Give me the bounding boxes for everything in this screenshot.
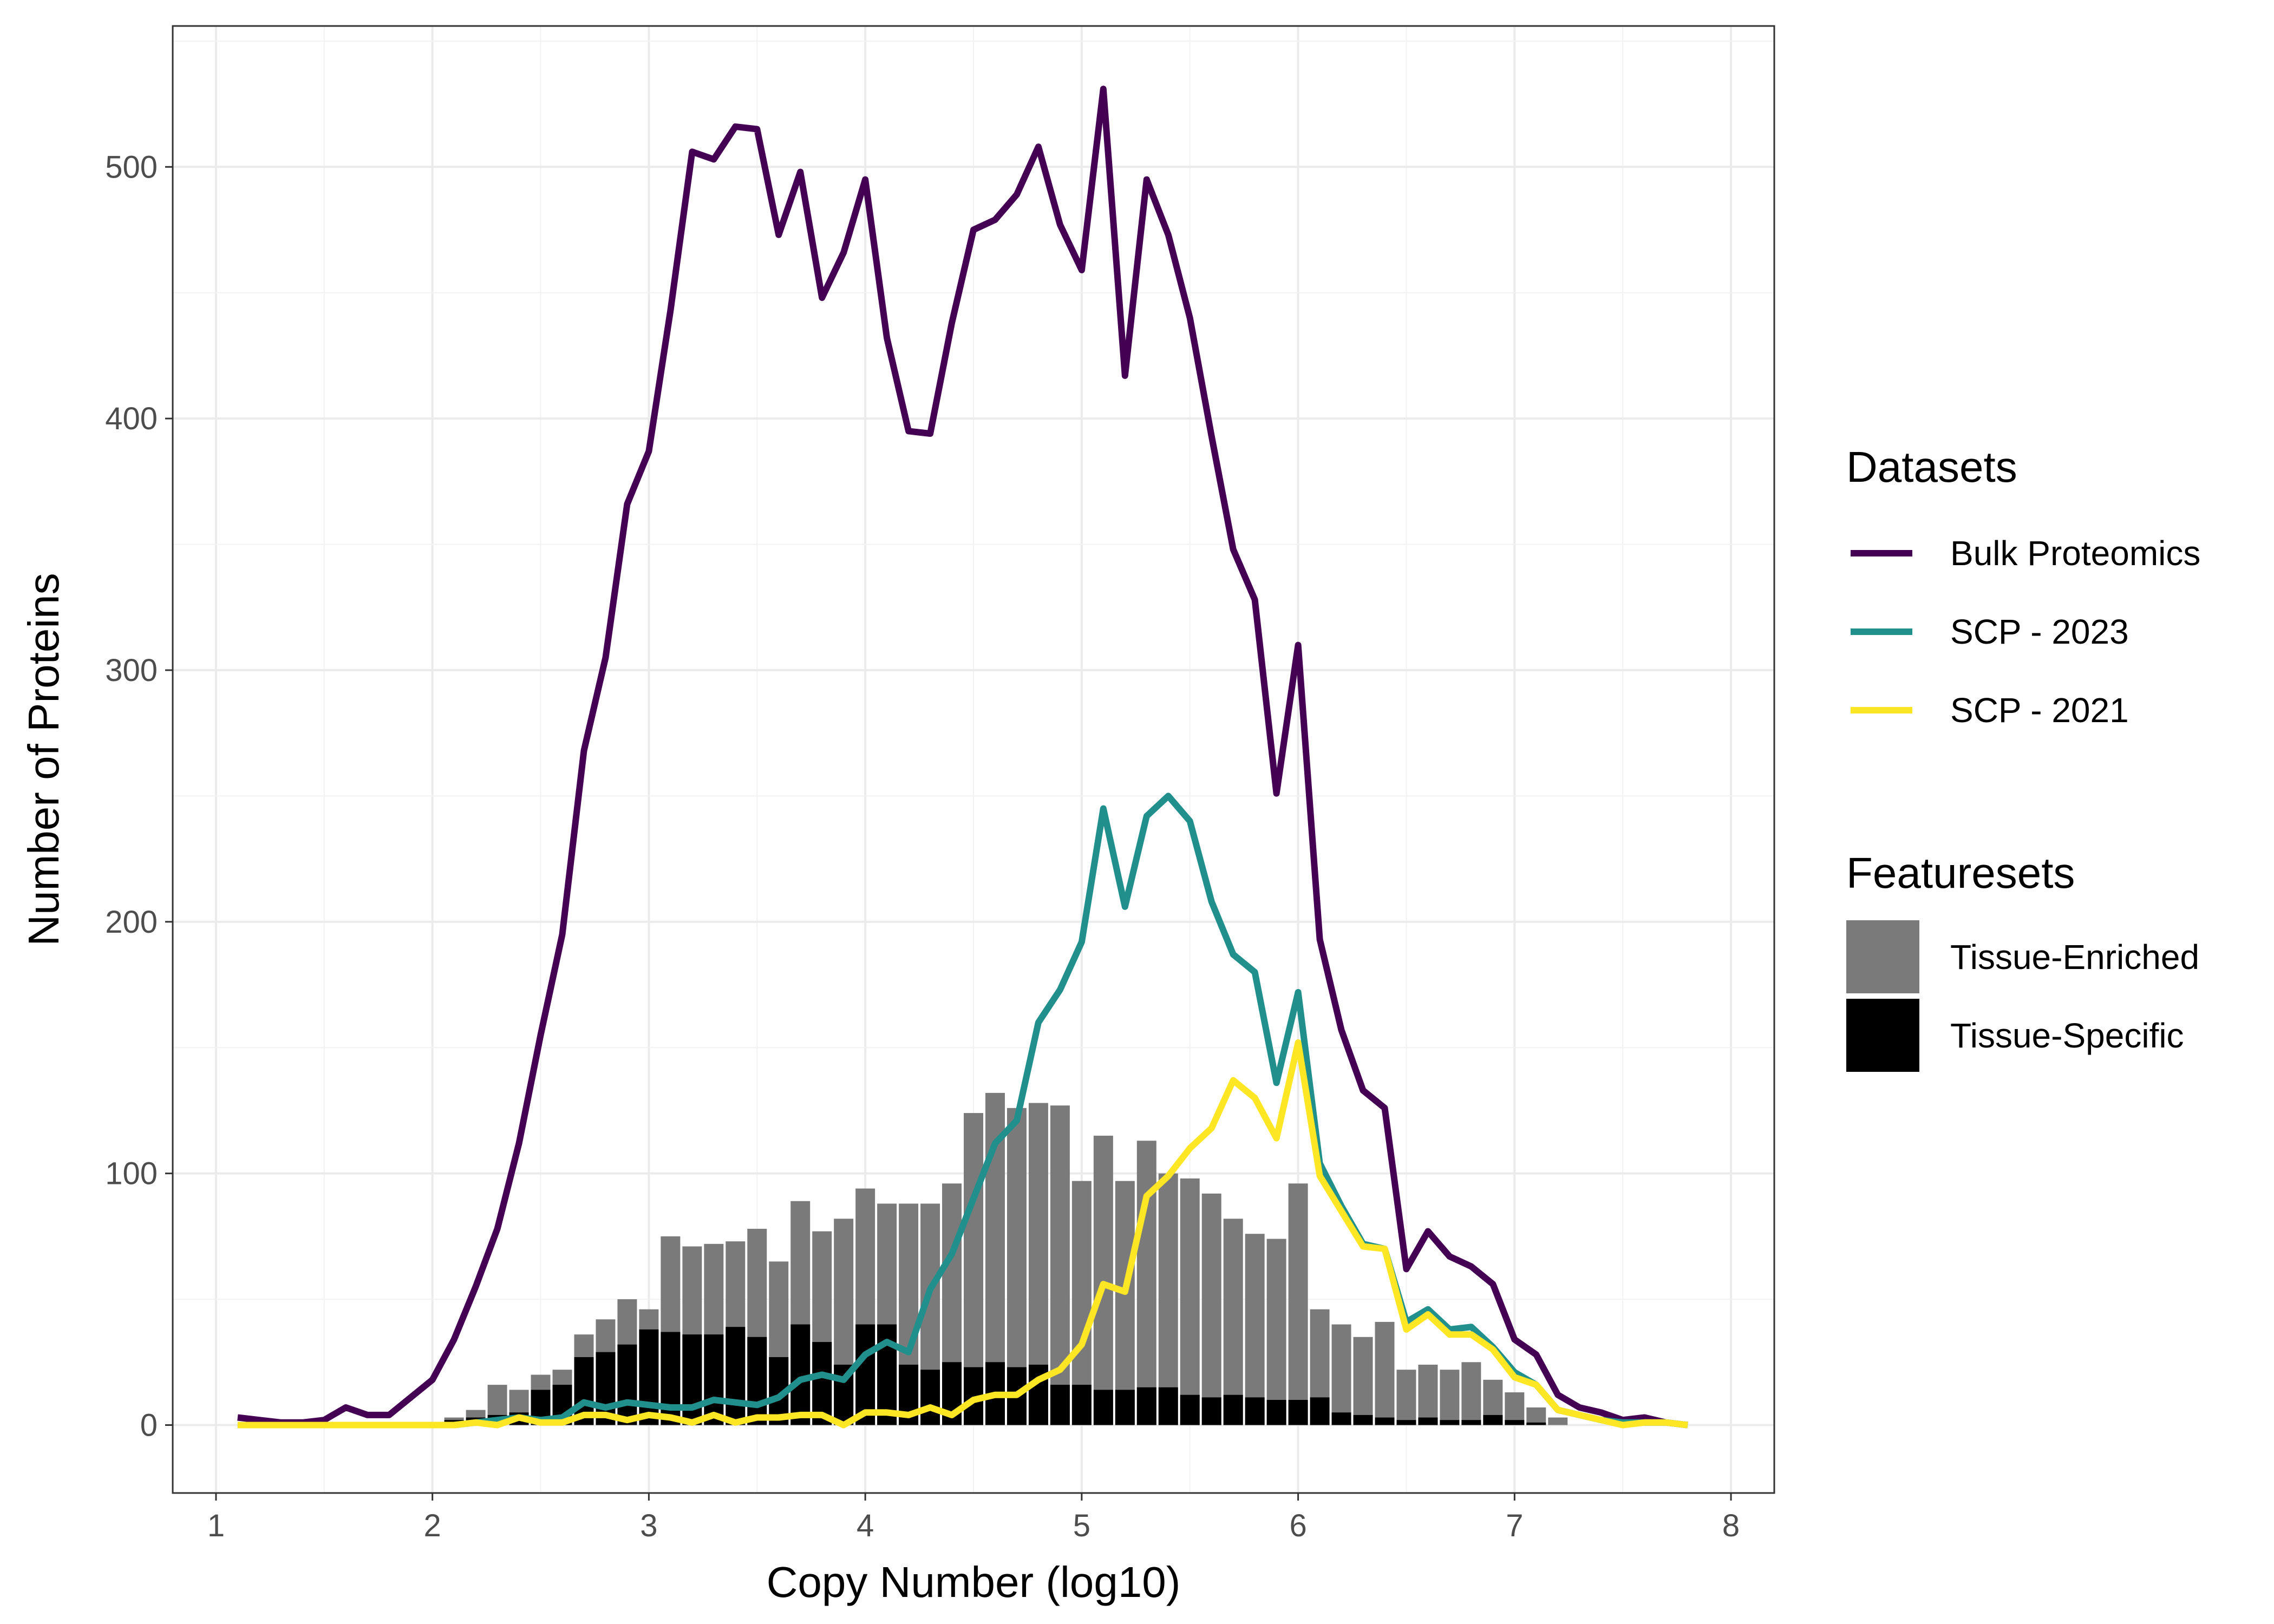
bar-tissue-enriched: [1331, 1324, 1351, 1425]
dataset-lines: [237, 86, 1688, 1429]
bar-tissue-specific: [812, 1342, 832, 1425]
x-tick-label: 4: [857, 1508, 874, 1543]
bar-tissue-specific: [1180, 1394, 1200, 1425]
legend-label: SCP - 2023: [1950, 612, 2129, 651]
legend-title-datasets: Datasets: [1846, 443, 2017, 491]
line-scp-2021: [237, 1039, 1688, 1429]
line-bulk-proteomics: [237, 86, 1688, 1429]
bar-tissue-enriched: [1440, 1370, 1460, 1425]
x-axis-title: Copy Number (log10): [767, 1558, 1181, 1606]
bar-tissue-enriched: [1223, 1219, 1243, 1425]
bar-tissue-specific: [682, 1334, 702, 1425]
bar-tissue-enriched: [1461, 1362, 1481, 1425]
bar-tissue-enriched: [1245, 1234, 1265, 1425]
bar-tissue-specific: [1093, 1390, 1113, 1425]
legend-label: Tissue-Specific: [1950, 1016, 2184, 1055]
x-axis: 1 2 3 4 5 6 7 8: [207, 1493, 1740, 1543]
y-tick-label: 100: [105, 1156, 158, 1191]
plot-border: [172, 25, 1775, 1494]
x-tick-label: 1: [207, 1508, 225, 1543]
bar-tissue-specific: [1266, 1400, 1286, 1425]
legend-label: SCP - 2021: [1950, 691, 2129, 730]
bar-tissue-specific: [704, 1334, 724, 1425]
bar-tissue-specific: [1050, 1385, 1070, 1425]
bar-tissue-specific: [639, 1329, 659, 1425]
bar-tissue-specific: [1461, 1420, 1481, 1425]
y-axis: 0 100 200 300 400 500: [105, 149, 173, 1443]
x-tick-label: 7: [1506, 1508, 1523, 1543]
y-tick-label: 400: [105, 401, 158, 436]
bar-tissue-specific: [1136, 1387, 1156, 1425]
x-tick-label: 6: [1289, 1508, 1306, 1543]
bar-tissue-enriched: [1526, 1407, 1546, 1425]
legend-label: Bulk Proteomics: [1950, 534, 2200, 573]
y-tick-label: 300: [105, 653, 158, 688]
y-tick-label: 500: [105, 149, 158, 185]
legend-key-box: [1846, 999, 1919, 1072]
bar-tissue-specific: [1223, 1394, 1243, 1425]
bar-tissue-enriched: [1136, 1141, 1156, 1425]
y-tick-label: 0: [140, 1407, 158, 1443]
bar-tissue-specific: [1418, 1417, 1438, 1425]
bar-tissue-enriched: [1050, 1105, 1070, 1425]
y-tick-label: 200: [105, 905, 158, 940]
x-tick-label: 3: [640, 1508, 657, 1543]
bar-tissue-specific: [1245, 1397, 1265, 1425]
legend-key-box: [1846, 920, 1919, 993]
x-tick-label: 2: [424, 1508, 441, 1543]
bar-tissue-enriched: [1201, 1193, 1221, 1425]
bar-tissue-enriched: [1093, 1135, 1113, 1425]
legend-bars: Tissue-Enriched Tissue-Specific: [1846, 920, 2199, 1072]
bar-tissue-specific: [1071, 1385, 1092, 1425]
bar-tissue-specific: [661, 1332, 681, 1425]
bar-tissue-enriched: [1505, 1392, 1525, 1425]
bar-tissue-specific: [1483, 1415, 1503, 1425]
bar-tissue-enriched: [1180, 1178, 1200, 1425]
bar-tissue-enriched: [1418, 1364, 1438, 1425]
bar-tissue-enriched: [1375, 1321, 1395, 1425]
bar-tissue-specific: [790, 1324, 811, 1425]
bar-tissue-enriched: [1115, 1181, 1135, 1425]
bar-tissue-enriched: [1353, 1337, 1373, 1425]
bar-tissue-specific: [1115, 1390, 1135, 1425]
x-tick-label: 5: [1073, 1508, 1090, 1543]
bar-tissue-enriched: [1548, 1417, 1568, 1425]
bar-tissue-specific: [855, 1324, 875, 1425]
y-axis-title: Number of Proteins: [19, 573, 68, 946]
bar-tissue-specific: [1440, 1420, 1460, 1425]
bar-tissue-enriched: [1266, 1239, 1286, 1425]
bar-tissue-specific: [1331, 1412, 1351, 1425]
bar-tissue-specific: [1505, 1420, 1525, 1425]
bar-tissue-specific: [1526, 1422, 1546, 1425]
bar-tissue-specific: [1310, 1397, 1330, 1425]
bar-tissue-specific: [617, 1344, 637, 1425]
bar-tissue-enriched: [1288, 1183, 1308, 1425]
bar-tissue-specific: [1158, 1387, 1178, 1425]
x-tick-label: 8: [1722, 1508, 1740, 1543]
bar-tissue-specific: [1375, 1417, 1395, 1425]
bar-tissue-specific: [747, 1337, 767, 1425]
legend: Datasets Bulk Proteomics SCP - 2023 SCP - …: [1846, 443, 2200, 1072]
legend-label: Tissue-Enriched: [1950, 938, 2199, 977]
bar-tissue-specific: [1201, 1397, 1221, 1425]
bar-tissue-specific: [920, 1370, 940, 1425]
bar-tissue-enriched: [1158, 1173, 1178, 1425]
bar-tissue-enriched: [1071, 1181, 1092, 1425]
bar-tissue-specific: [1353, 1415, 1373, 1425]
bar-tissue-specific: [726, 1327, 746, 1425]
bar-tissue-specific: [1396, 1420, 1416, 1425]
legend-lines: Bulk Proteomics SCP - 2023 SCP - 2021: [1851, 534, 2200, 730]
bar-tissue-specific: [1288, 1400, 1308, 1425]
legend-title-featuresets: Featuresets: [1846, 849, 2075, 897]
bar-tissue-enriched: [1396, 1370, 1416, 1425]
